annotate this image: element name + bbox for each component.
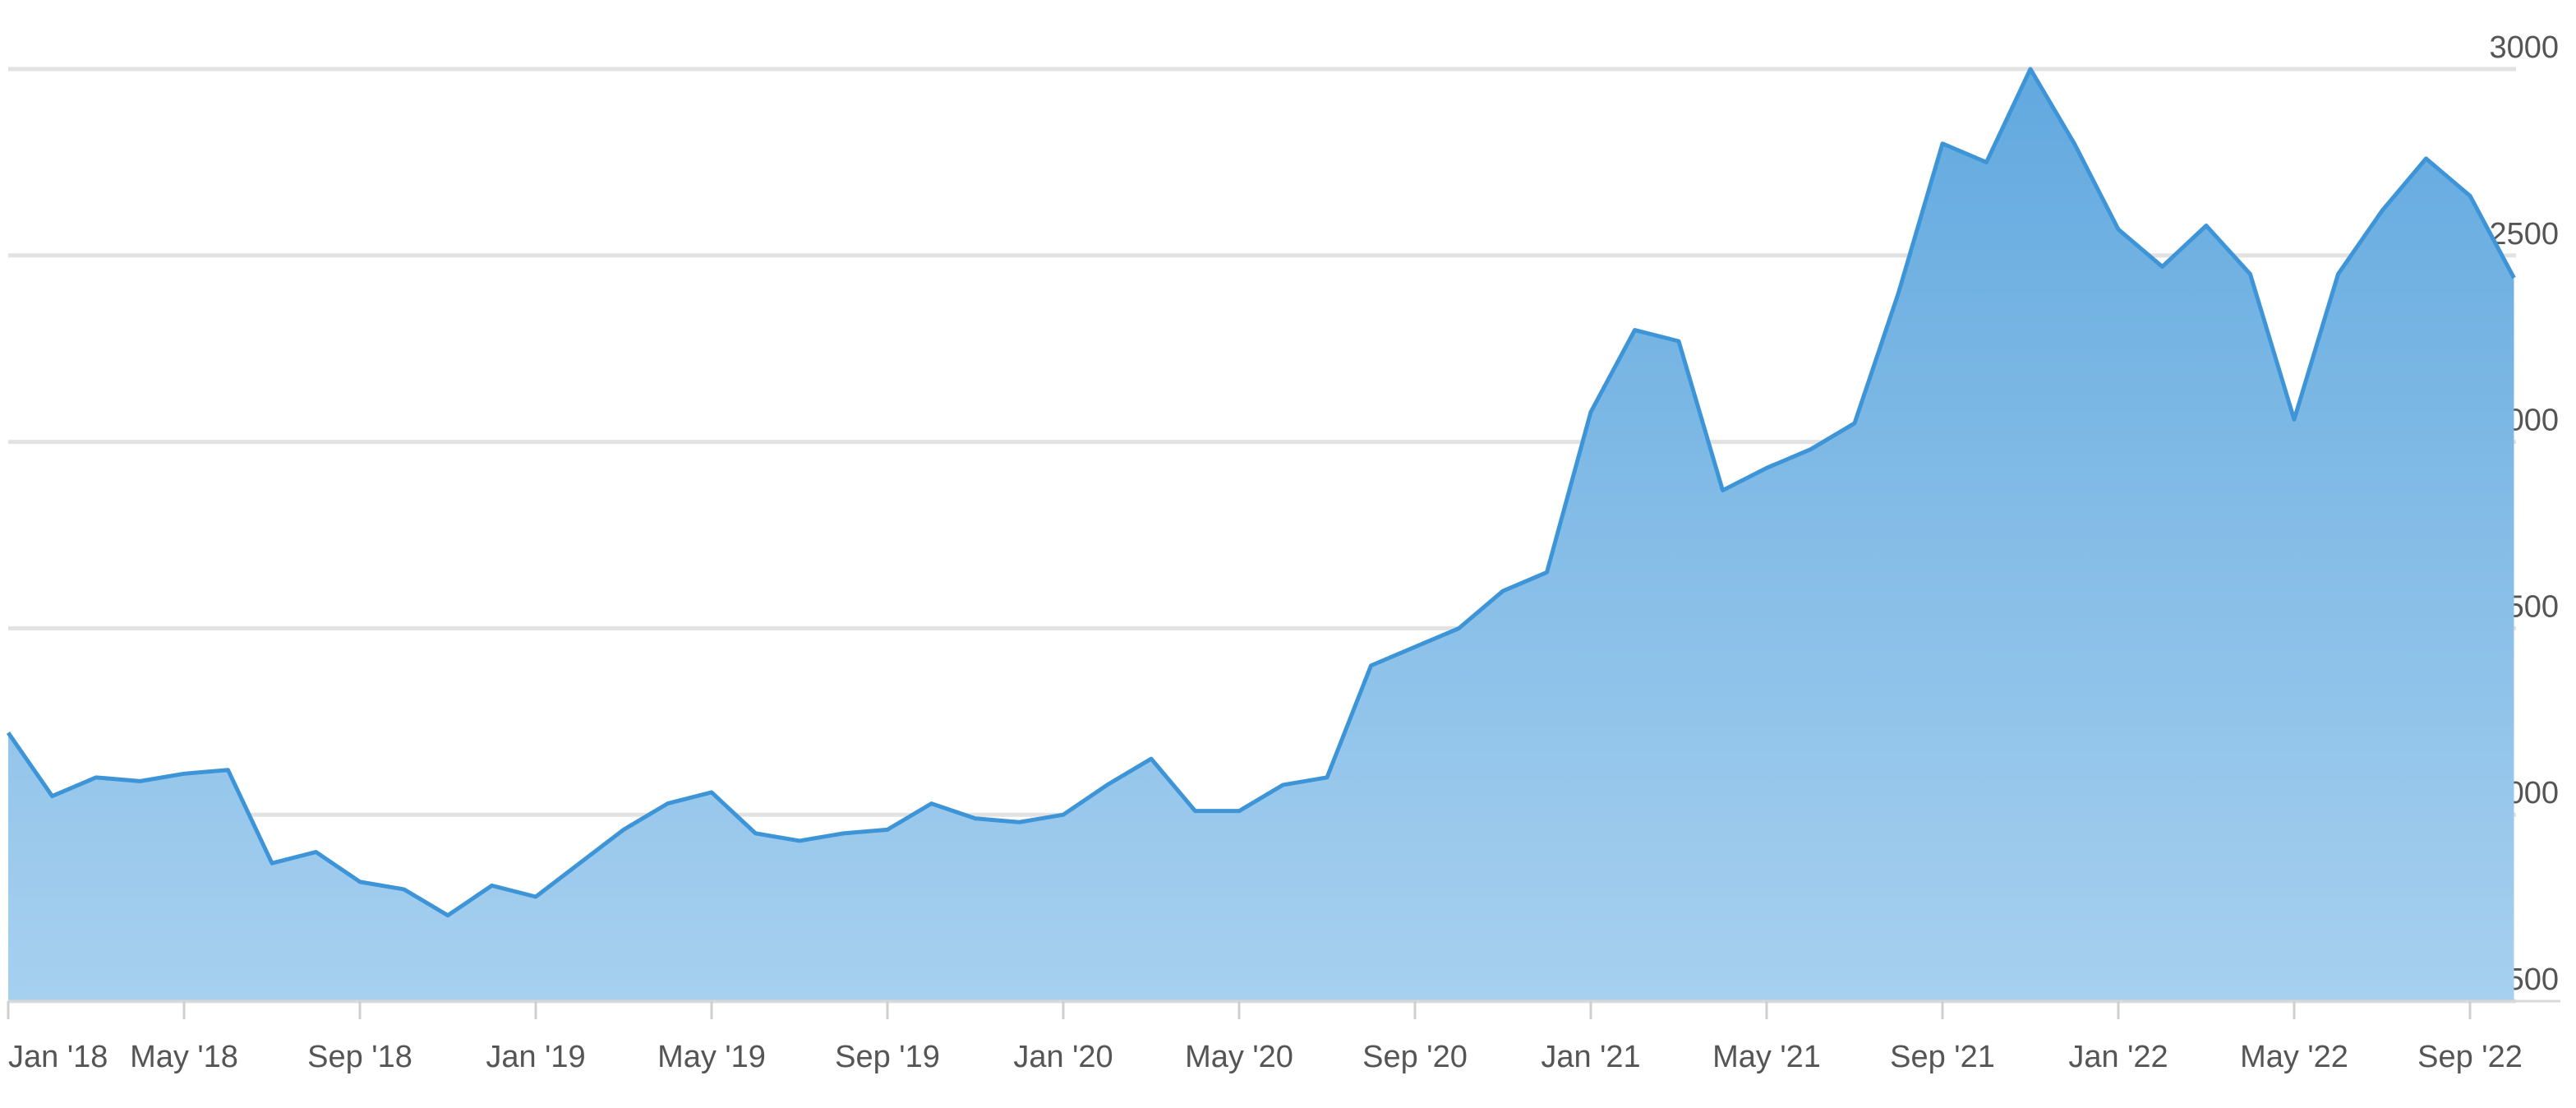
area-line [6,67,2516,918]
y-tick-label: 3000 [2489,30,2559,65]
x-tick-label: Jan '21 [1541,1040,1640,1074]
x-tick-label: Jan '18 [8,1040,108,1074]
x-tick-label: May '20 [1185,1040,1293,1074]
x-tick-label: Sep '18 [307,1040,412,1074]
area-fill [8,69,2514,1001]
x-tick-label: Sep '22 [2417,1040,2523,1074]
x-tick-label: May '19 [657,1040,766,1074]
y-tick-label: 2500 [2489,217,2559,252]
x-tick-label: Sep '19 [835,1040,940,1074]
x-tick-label: May '18 [130,1040,238,1074]
x-tick-label: Jan '22 [2068,1040,2168,1074]
x-tick-label: Sep '21 [1890,1040,1995,1074]
x-tick-label: Sep '20 [1362,1040,1468,1074]
x-tick-label: May '22 [2240,1040,2348,1074]
y-tick-label: 500 [2507,963,2559,997]
x-tick-label: Jan '20 [1013,1040,1113,1074]
x-tick-label: May '21 [1712,1040,1821,1074]
x-tick-label: Jan '19 [486,1040,585,1074]
